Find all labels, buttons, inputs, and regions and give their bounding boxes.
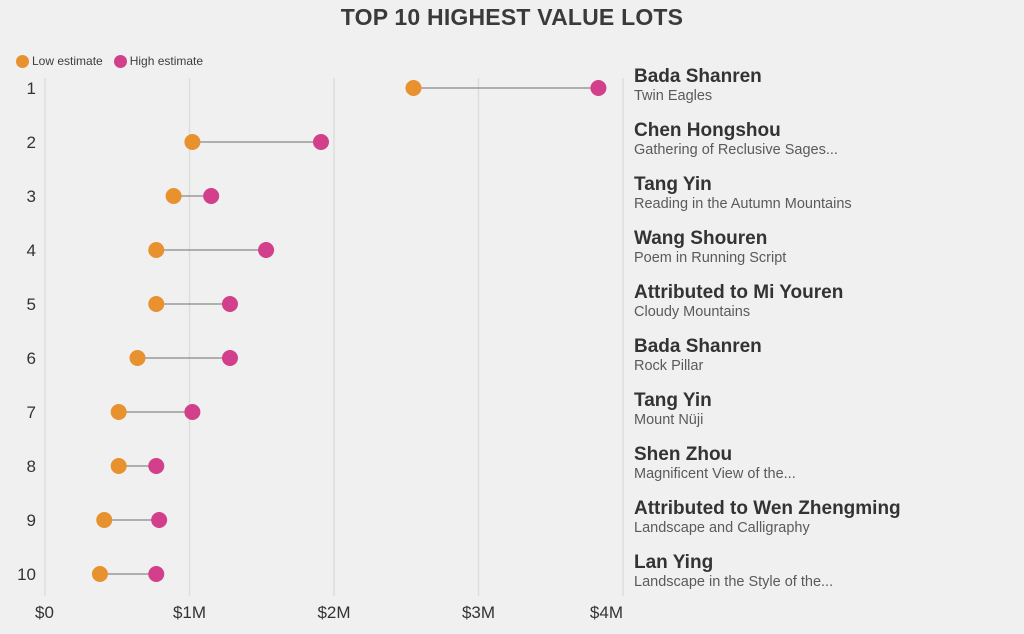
- x-tick-label: $1M: [173, 603, 206, 622]
- chart-title: TOP 10 HIGHEST VALUE LOTS: [340, 4, 684, 30]
- legend-swatch-low: [16, 54, 29, 68]
- row-rank-label: 2: [27, 133, 36, 152]
- work-title-label: Gathering of Reclusive Sages...: [634, 142, 838, 158]
- low-estimate-point[interactable]: [129, 350, 146, 366]
- x-tick-label: $2M: [317, 603, 350, 622]
- low-estimate-point[interactable]: [148, 242, 165, 258]
- artist-label: Shen Zhou: [634, 444, 732, 465]
- high-estimate-point[interactable]: [221, 350, 238, 366]
- legend: Low estimate High estimate: [16, 52, 214, 70]
- low-estimate-point[interactable]: [405, 80, 422, 96]
- low-estimate-point[interactable]: [148, 296, 165, 312]
- row-rank-label: 1: [27, 79, 36, 98]
- row-rank-label: 10: [17, 565, 36, 584]
- artist-label: Attributed to Mi Youren: [634, 282, 843, 303]
- high-estimate-point[interactable]: [148, 458, 165, 474]
- artist-label: Tang Yin: [634, 390, 712, 411]
- row-rank-label: 3: [27, 187, 36, 206]
- high-estimate-point[interactable]: [148, 566, 165, 582]
- row-rank-label: 9: [27, 511, 36, 530]
- work-title-label: Rock Pillar: [634, 358, 703, 374]
- artist-label: Bada Shanren: [634, 336, 762, 357]
- artist-label: Lan Ying: [634, 552, 713, 573]
- legend-item-low[interactable]: Low estimate: [16, 54, 103, 68]
- work-title-label: Landscape in the Style of the...: [634, 574, 833, 590]
- legend-label-low: Low estimate: [32, 54, 103, 68]
- artist-label: Tang Yin: [634, 174, 712, 195]
- work-title-label: Magnificent View of the...: [634, 466, 796, 482]
- row-rank-label: 4: [27, 241, 36, 260]
- high-estimate-point[interactable]: [312, 134, 329, 150]
- work-title-label: Reading in the Autumn Mountains: [634, 196, 852, 212]
- row-rank-label: 7: [27, 403, 36, 422]
- low-estimate-point[interactable]: [110, 458, 127, 474]
- work-title-label: Cloudy Mountains: [634, 304, 750, 320]
- low-estimate-point[interactable]: [96, 512, 113, 528]
- work-title-label: Twin Eagles: [634, 88, 712, 104]
- work-title-label: Poem in Running Script: [634, 250, 786, 266]
- x-tick-label: $4M: [590, 603, 623, 622]
- artist-label: Wang Shouren: [634, 228, 767, 249]
- high-estimate-point[interactable]: [258, 242, 275, 258]
- work-title-label: Landscape and Calligraphy: [634, 520, 810, 536]
- high-estimate-point[interactable]: [590, 80, 607, 96]
- low-estimate-point[interactable]: [110, 404, 127, 420]
- low-estimate-point[interactable]: [165, 188, 182, 204]
- high-estimate-point[interactable]: [184, 404, 201, 420]
- legend-label-high: High estimate: [129, 54, 204, 68]
- legend-item-high[interactable]: High estimate: [113, 54, 204, 68]
- artist-label: Attributed to Wen Zhengming: [634, 498, 901, 519]
- work-title-label: Mount Nüji: [634, 412, 703, 428]
- artist-label: Bada Shanren: [634, 66, 762, 87]
- artist-label: Chen Hongshou: [634, 120, 781, 141]
- low-estimate-point[interactable]: [91, 566, 108, 582]
- high-estimate-point[interactable]: [203, 188, 220, 204]
- row-rank-label: 6: [27, 349, 36, 368]
- high-estimate-point[interactable]: [221, 296, 238, 312]
- x-tick-label: $3M: [462, 603, 495, 622]
- low-estimate-point[interactable]: [184, 134, 201, 150]
- row-rank-label: 5: [27, 295, 36, 314]
- x-tick-label: $0: [35, 603, 54, 622]
- legend-swatch-high: [113, 54, 127, 68]
- high-estimate-point[interactable]: [151, 512, 168, 528]
- row-rank-label: 8: [27, 457, 36, 476]
